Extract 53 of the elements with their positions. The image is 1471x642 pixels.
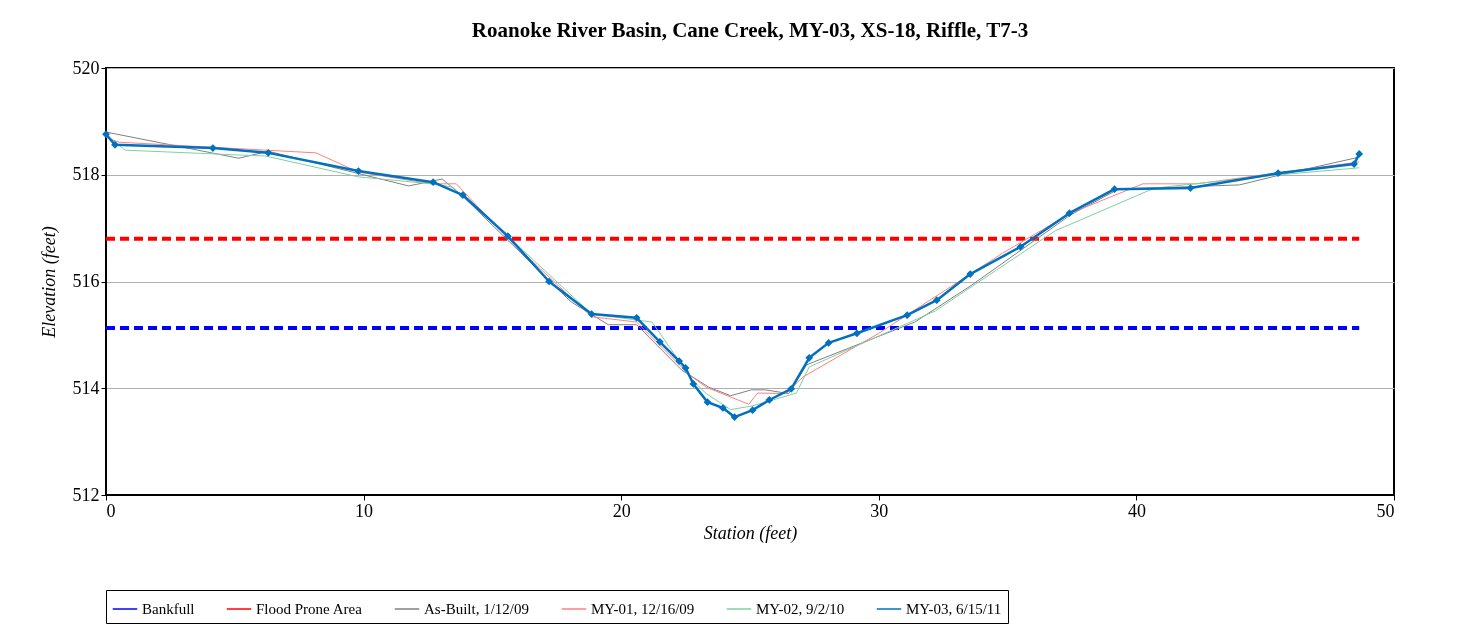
- point: [903, 311, 912, 319]
- y-tick-label: 512: [72, 484, 100, 505]
- point: [209, 144, 217, 152]
- legend-label: MY-03, 6/15/11: [906, 601, 1002, 617]
- point: [655, 337, 664, 346]
- point: [730, 413, 739, 421]
- point: [681, 364, 690, 372]
- x-tick-label: 0: [106, 500, 116, 521]
- y-axis-title: Elevation (feet): [38, 226, 60, 339]
- point: [805, 353, 814, 362]
- point: [1355, 150, 1364, 158]
- legend-label: MY-02, 9/2/10: [756, 601, 845, 617]
- legend-label: As-Built, 1/12/09: [424, 601, 530, 617]
- point: [853, 329, 861, 338]
- point: [1274, 169, 1282, 178]
- point: [354, 167, 363, 175]
- point: [1350, 160, 1358, 168]
- point: [458, 191, 467, 199]
- chart-title: Roanoke River Basin, Cane Creek, MY-03, XS-18, Riffle, T7-3: [471, 18, 1029, 42]
- y-tick-label: 516: [72, 271, 100, 291]
- x-tick-label: 10: [355, 500, 374, 521]
- legend-label: Bankfull: [142, 601, 195, 617]
- x-tick-label: 30: [870, 500, 889, 521]
- legend-label: MY-01, 12/16/09: [591, 601, 695, 617]
- point: [1110, 185, 1119, 194]
- point: [765, 396, 774, 404]
- point: [932, 296, 941, 305]
- point: [1186, 184, 1195, 192]
- point: [503, 232, 512, 240]
- y-tick-label: 518: [72, 164, 100, 185]
- x-tick-label: 50: [1376, 500, 1395, 521]
- point: [748, 406, 757, 415]
- point: [675, 357, 684, 365]
- point: [787, 384, 796, 393]
- point: [429, 178, 438, 187]
- point: [587, 310, 596, 318]
- point: [1065, 209, 1074, 218]
- x-tick-label: 20: [612, 500, 631, 521]
- x-tick-label: 40: [1127, 500, 1146, 521]
- point: [632, 313, 641, 322]
- point: [689, 380, 698, 388]
- legend-label: Flood Prone Area: [256, 601, 363, 617]
- y-tick-label: 520: [72, 57, 100, 78]
- point: [1016, 242, 1025, 251]
- x-axis-title: Station (feet): [703, 522, 798, 544]
- y-tick-label: 514: [72, 377, 100, 398]
- point: [966, 270, 975, 278]
- point: [111, 140, 119, 149]
- point: [703, 398, 712, 406]
- point: [545, 277, 553, 286]
- point: [824, 339, 833, 347]
- point: [102, 130, 110, 139]
- point: [264, 148, 273, 157]
